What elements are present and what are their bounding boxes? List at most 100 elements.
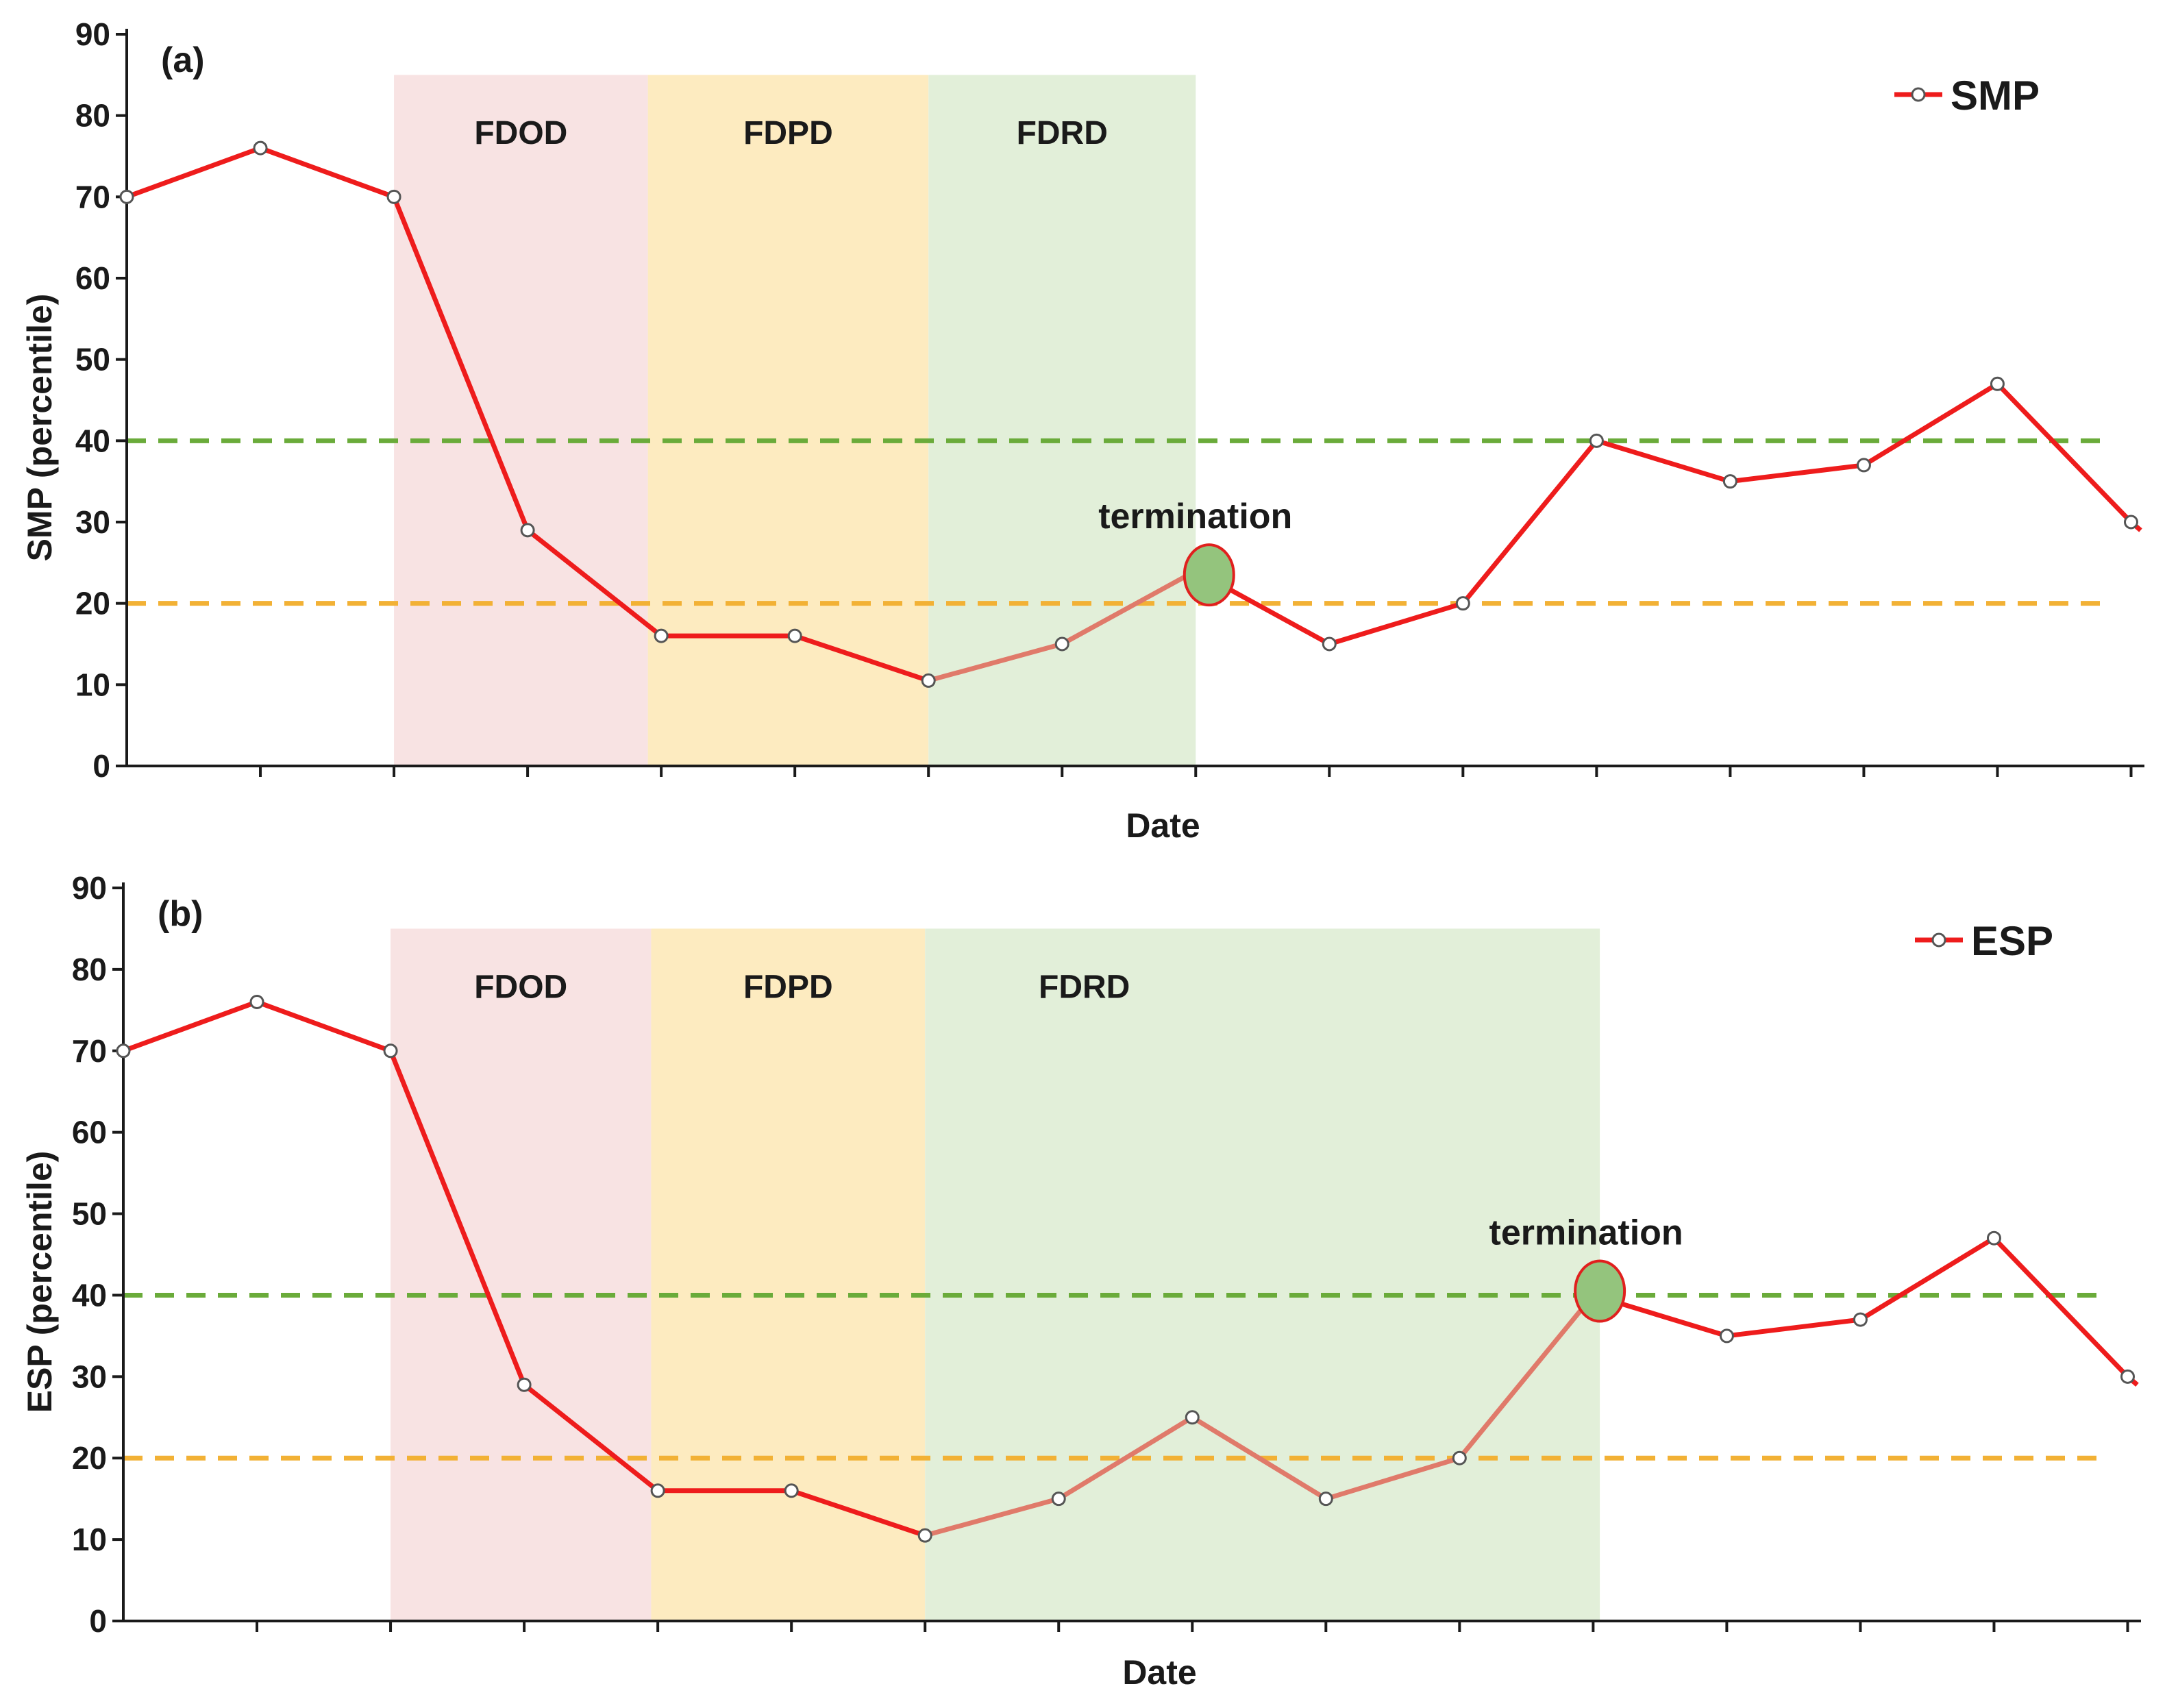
- series-segment-7: [1059, 568, 1198, 647]
- panel-label: (b): [158, 894, 203, 934]
- data-point-9: [1318, 1492, 1333, 1507]
- series-segment-13: [1857, 1235, 1996, 1322]
- termination-marker: [1183, 543, 1235, 607]
- termination-label: termination: [1489, 1213, 1683, 1253]
- y-tick-label-40: 40: [72, 1277, 107, 1313]
- series-segment-1: [254, 999, 393, 1054]
- stage-band-fdrd: [925, 928, 1600, 1621]
- y-tick-label-20: 20: [75, 586, 110, 621]
- series-segment-7: [1056, 1415, 1195, 1502]
- data-point-2: [386, 189, 401, 204]
- series-segment-14: [1991, 1235, 2130, 1379]
- y-tick-label-10: 10: [75, 667, 110, 702]
- series-segment-12: [1724, 1317, 1863, 1339]
- series-segment-0: [121, 999, 260, 1054]
- stage-band-fdrd: [928, 75, 1196, 767]
- y-tick-label-30: 30: [72, 1359, 107, 1394]
- series-segment-14: [1994, 381, 2133, 525]
- y-tick-label-90: 90: [72, 870, 107, 906]
- data-point-14: [1990, 376, 2005, 391]
- data-point-1: [249, 994, 264, 1009]
- y-tick-label-50: 50: [75, 342, 110, 378]
- data-point-3: [520, 523, 535, 538]
- data-point-5: [784, 1483, 799, 1498]
- stage-label-fdrd: FDRD: [1039, 969, 1130, 1006]
- y-tick-label-80: 80: [75, 98, 110, 134]
- y-tick-label-60: 60: [75, 260, 110, 296]
- stage-band-fdpd: [647, 75, 929, 767]
- y-tick-label-90: 90: [75, 16, 110, 52]
- data-point-12: [1719, 1328, 1734, 1344]
- data-point-12: [1722, 474, 1737, 489]
- legend-label: SMP: [1951, 73, 2040, 119]
- series-segment-10: [1460, 438, 1599, 606]
- y-tick-label-40: 40: [75, 423, 110, 458]
- stage-label-fdrd: FDRD: [1017, 115, 1108, 151]
- y-tick-label-10: 10: [72, 1522, 107, 1557]
- x-axis-title: Date: [1122, 1653, 1196, 1692]
- data-point-7: [1054, 636, 1069, 652]
- data-point-13: [1853, 1312, 1868, 1327]
- data-point-5: [787, 628, 802, 643]
- legend-label: ESP: [1971, 918, 2053, 964]
- stage-label-fdod: FDOD: [474, 115, 567, 151]
- legend-marker: [1931, 932, 1946, 948]
- series-segment-11: [1594, 438, 1733, 484]
- data-point-11: [1589, 433, 1604, 448]
- data-point-9: [1322, 636, 1337, 652]
- stage-band-fdod: [391, 928, 652, 1621]
- data-point-6: [917, 1528, 932, 1543]
- y-tick-label-70: 70: [75, 179, 110, 214]
- stage-label-fdpd: FDPD: [743, 115, 833, 151]
- data-point-10: [1452, 1450, 1467, 1465]
- series-segment-3: [521, 1382, 660, 1494]
- stage-label-fdpd: FDPD: [743, 969, 833, 1006]
- series-segment-10: [1457, 1292, 1596, 1461]
- panel-b: FDOD FDPD FDRD 0 10 20 30 40 50 60 70 80 90 Date ESP (…: [21, 870, 2141, 1692]
- stage-label-fdod: FDOD: [474, 969, 567, 1006]
- data-point-3: [517, 1377, 532, 1392]
- y-tick-label-60: 60: [72, 1115, 107, 1150]
- data-point-15: [2123, 515, 2138, 530]
- data-point-13: [1856, 458, 1871, 473]
- series-segment-8: [1189, 1415, 1328, 1502]
- data-point-15: [2120, 1369, 2135, 1384]
- y-tick-label-50: 50: [72, 1196, 107, 1232]
- series-segment-2: [388, 1048, 527, 1387]
- data-point-2: [383, 1043, 398, 1059]
- data-point-0: [119, 189, 134, 204]
- series-segment-2: [391, 194, 530, 533]
- legend-marker: [1911, 87, 1926, 102]
- y-axis-title: ESP (percentile): [21, 1151, 59, 1413]
- series-segment-0: [124, 145, 263, 199]
- series-segment-13: [1861, 381, 2000, 468]
- series-segment-6: [922, 1496, 1061, 1538]
- data-point-4: [650, 1483, 665, 1498]
- data-point-8: [1185, 1410, 1200, 1425]
- y-tick-label-0: 0: [92, 748, 110, 784]
- y-tick-label-0: 0: [89, 1603, 107, 1639]
- data-point-10: [1455, 596, 1470, 611]
- stage-band-fdpd: [651, 928, 926, 1621]
- series-segment-1: [258, 145, 397, 199]
- stage-band-fdod: [394, 75, 648, 767]
- x-axis-title: Date: [1126, 806, 1200, 845]
- series-segment-3: [525, 528, 664, 639]
- y-tick-label-20: 20: [72, 1440, 107, 1476]
- data-point-1: [253, 140, 268, 156]
- series-segment-6: [926, 641, 1065, 683]
- series-segment-9: [1323, 1455, 1462, 1502]
- data-point-6: [921, 673, 936, 688]
- y-tick-label-70: 70: [72, 1033, 107, 1069]
- data-point-0: [116, 1043, 131, 1059]
- data-point-4: [654, 628, 669, 643]
- data-point-14: [1986, 1230, 2001, 1246]
- y-tick-label-80: 80: [72, 952, 107, 987]
- data-point-7: [1051, 1492, 1066, 1507]
- panel-label: (a): [161, 40, 205, 80]
- y-tick-label-30: 30: [75, 504, 110, 540]
- series-segment-12: [1727, 462, 1866, 484]
- y-axis-title: SMP (percentile): [21, 294, 59, 562]
- termination-marker: [1574, 1259, 1626, 1323]
